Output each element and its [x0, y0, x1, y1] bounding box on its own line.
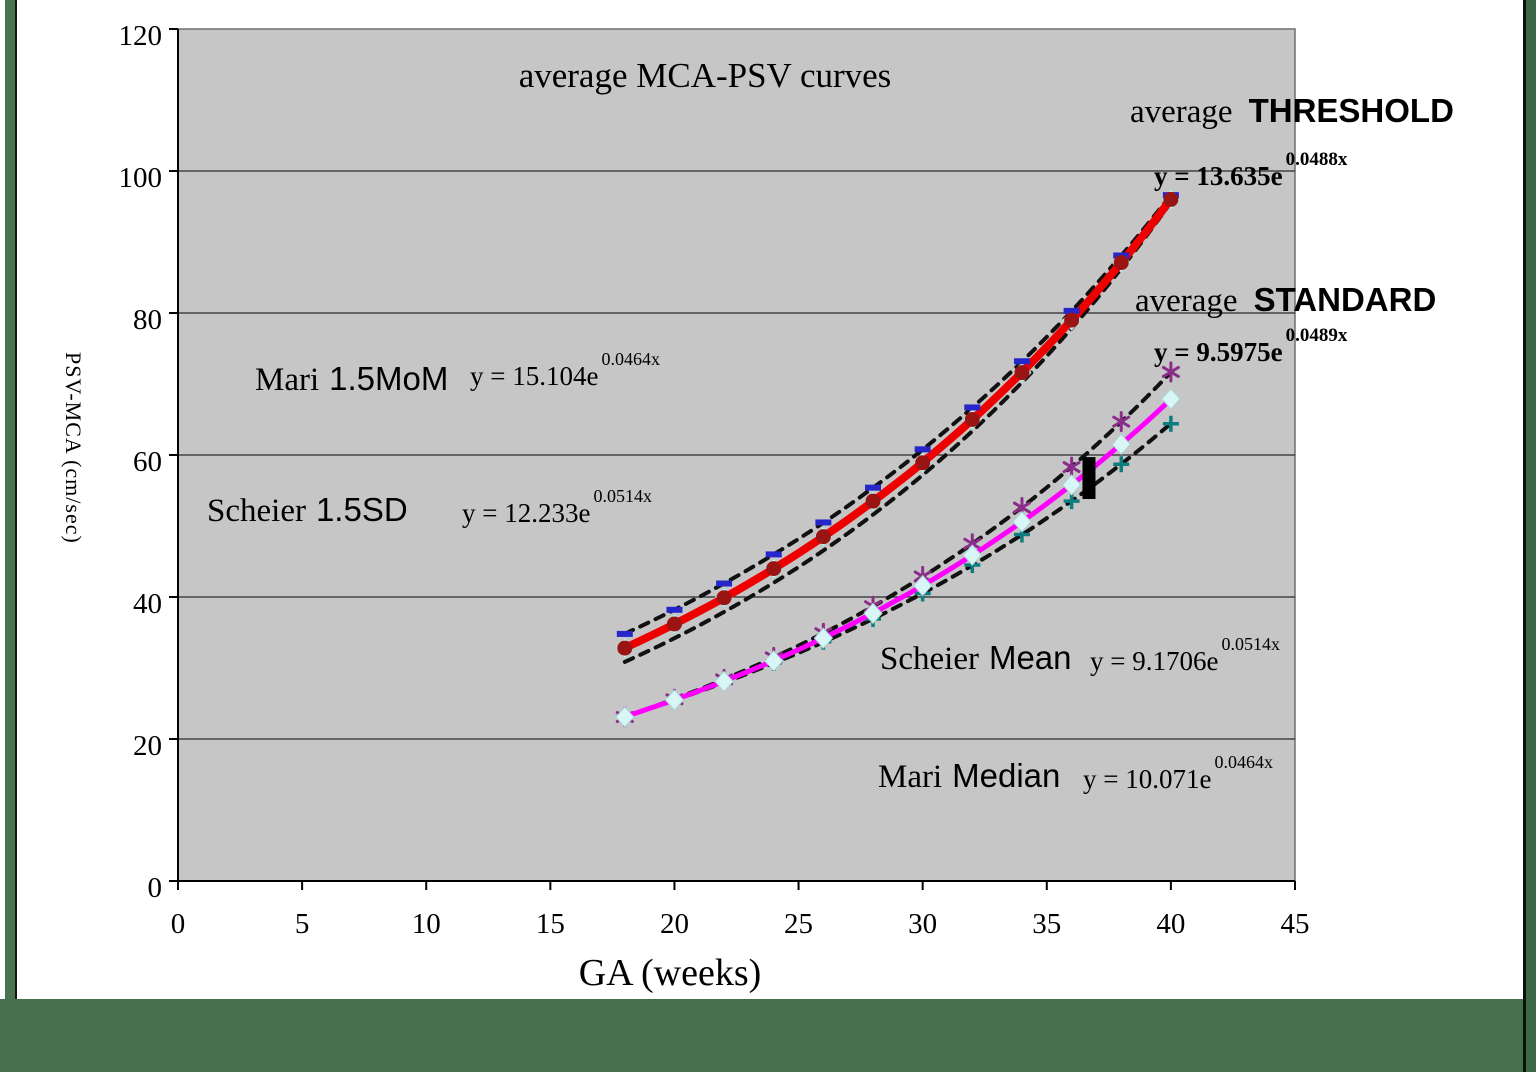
equation-mari-1-5mom: y = 15.104e0.0464x	[470, 350, 660, 391]
equation-exponent: 0.0489x	[1285, 324, 1348, 346]
label-word-mean: Mean	[988, 639, 1072, 676]
equation-exponent: 0.0514x	[593, 486, 652, 507]
equation-base: y = 9.1706e	[1090, 646, 1219, 676]
series-label-average-threshold: average THRESHOLD	[1130, 94, 1454, 129]
frame-right-strip	[1523, 0, 1536, 1072]
frame-bottom-strip	[0, 999, 1536, 1072]
series-label-scheier-1-5sd: Scheier 1.5SD	[207, 493, 408, 528]
equation-base: y = 10.071e	[1083, 764, 1212, 794]
label-word-mari: Mari	[878, 759, 943, 795]
svg-text:5: 5	[295, 908, 310, 940]
equation-mari-median: y = 10.071e0.0464x	[1083, 753, 1273, 794]
svg-text:35: 35	[1032, 908, 1061, 940]
equation-exponent: 0.0464x	[1214, 752, 1273, 773]
series-label-scheier-mean: Scheier Mean	[880, 641, 1072, 676]
series-label-average-standard: average STANDARD	[1135, 283, 1436, 318]
svg-text:60: 60	[133, 446, 162, 478]
svg-text:15: 15	[536, 908, 565, 940]
svg-text:45: 45	[1281, 908, 1310, 940]
label-word-mari: Mari	[255, 362, 320, 398]
label-word-median: Median	[952, 757, 1061, 794]
svg-text:30: 30	[908, 908, 937, 940]
label-word-1-5sd: 1.5SD	[315, 491, 408, 528]
svg-text:100: 100	[119, 162, 163, 194]
svg-text:40: 40	[133, 588, 162, 620]
label-word-1-5mom: 1.5MoM	[329, 360, 449, 397]
label-word-scheier: Scheier	[207, 493, 306, 529]
series-label-mari-1-5mom: Mari 1.5MoM	[255, 362, 448, 397]
label-word-standard: STANDARD	[1253, 281, 1437, 318]
frame-left-strip	[5, 0, 17, 999]
equation-base: y = 12.233e	[462, 498, 591, 528]
equation-base: y = 9.5975e	[1154, 337, 1283, 367]
equation-average-threshold: y = 13.635e0.0488x	[1154, 150, 1347, 191]
label-word-threshold: THRESHOLD	[1248, 92, 1454, 129]
equation-base: y = 15.104e	[470, 361, 599, 391]
svg-text:10: 10	[412, 908, 441, 940]
label-word-average: average	[1130, 94, 1233, 130]
svg-text:40: 40	[1156, 908, 1185, 940]
svg-text:0: 0	[171, 908, 186, 940]
equation-scheier-mean: y = 9.1706e0.0514x	[1090, 635, 1280, 676]
svg-text:20: 20	[133, 730, 162, 762]
series-label-mari-median: Mari Median	[878, 759, 1060, 794]
svg-text:0: 0	[148, 872, 163, 904]
equation-base: y = 13.635e	[1154, 161, 1283, 191]
equation-exponent: 0.0464x	[601, 349, 660, 370]
svg-text:120: 120	[119, 20, 163, 52]
label-word-average: average	[1135, 283, 1238, 319]
equation-exponent: 0.0488x	[1285, 148, 1348, 170]
label-word-scheier: Scheier	[880, 641, 979, 677]
y-axis-title: PSV-MCA (cm/sec)	[61, 352, 86, 544]
x-axis-title: GA (weeks)	[578, 952, 762, 994]
equation-scheier-1-5sd: y = 12.233e0.0514x	[462, 487, 652, 528]
svg-text:25: 25	[784, 908, 813, 940]
equation-average-standard: y = 9.5975e0.0489x	[1154, 326, 1347, 367]
equation-exponent: 0.0514x	[1221, 634, 1280, 655]
chart-title: average MCA-PSV curves	[518, 56, 892, 95]
svg-text:20: 20	[660, 908, 689, 940]
svg-text:80: 80	[133, 304, 162, 336]
